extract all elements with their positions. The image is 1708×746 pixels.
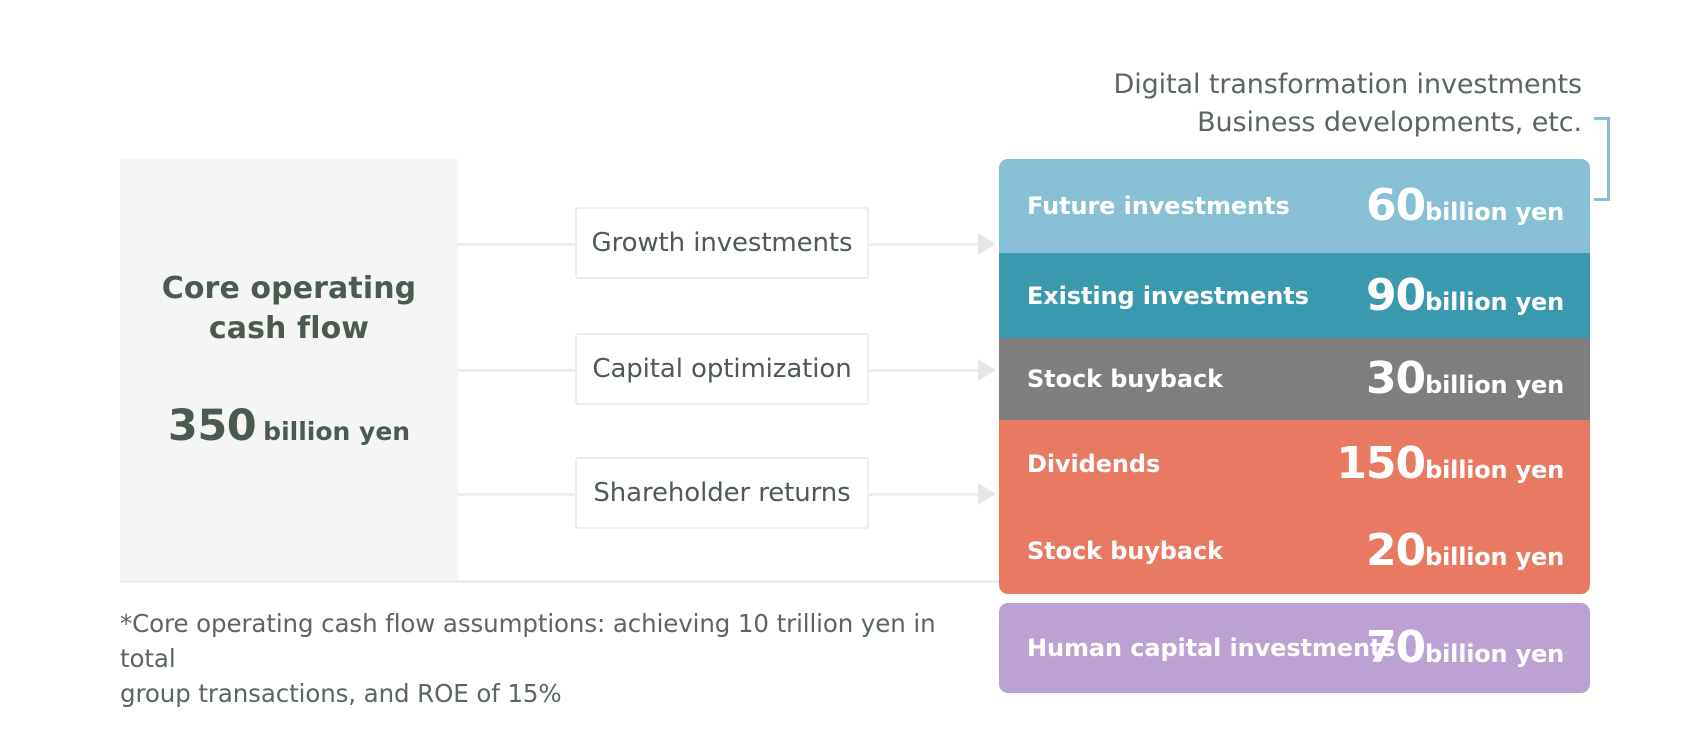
bar-stock-buyback-shareholder-value: 20 billion yen xyxy=(1365,524,1564,576)
middle-box-growth-investments-label: Growth investments xyxy=(591,228,853,258)
bar-existing-investments-label: Existing investments xyxy=(1027,281,1309,310)
core-cash-flow-amount-unit: billion yen xyxy=(263,416,411,446)
middle-box-capital-optimization-label: Capital optimization xyxy=(592,354,852,384)
footnote-line2: group transactions, and ROE of 15% xyxy=(120,678,562,708)
bar-stock-buyback-capital-label: Stock buyback xyxy=(1027,365,1223,393)
bar-stock-buyback-shareholder-number: 20 xyxy=(1365,524,1426,576)
bar-human-capital-investments-unit: billion yen xyxy=(1425,640,1564,668)
bar-future-investments-number: 60 xyxy=(1365,180,1426,231)
bar-human-capital-investments-value: 70 billion yen xyxy=(1366,626,1564,670)
bar-human-capital-investments-number: 70 xyxy=(1365,622,1426,673)
bar-future-investments-value: 60 billion yen xyxy=(1366,184,1564,228)
bar-dividends-unit: billion yen xyxy=(1425,455,1564,484)
connector-panel-to-growth xyxy=(458,243,578,246)
annotation-bracket-icon xyxy=(1594,117,1610,201)
bar-existing-investments-number: 90 xyxy=(1365,269,1426,321)
middle-box-shareholder-returns-label: Shareholder returns xyxy=(593,478,851,508)
connector-capital-to-bars xyxy=(869,369,984,372)
connector-panel-to-capital xyxy=(458,369,578,372)
bar-stock-buyback-capital-value: 30 billion yen xyxy=(1366,357,1564,401)
future-investments-annotation-line1: Digital transformation investments xyxy=(1113,69,1583,100)
future-investments-annotation: Digital transformation investments Busin… xyxy=(1114,66,1583,143)
bar-dividends[interactable]: Dividends 150 billion yen xyxy=(999,420,1590,507)
footnote: *Core operating cash flow assumptions: a… xyxy=(120,607,950,711)
bar-existing-investments[interactable]: Existing investments 90 billion yen xyxy=(999,253,1590,338)
future-investments-annotation-line2: Business developments, etc. xyxy=(1197,107,1582,139)
core-operating-cash-flow-panel: Core operating cash flow 350 billion yen xyxy=(120,159,458,579)
bar-stock-buyback-shareholder-label: Stock buyback xyxy=(1027,536,1223,565)
bar-existing-investments-value: 90 billion yen xyxy=(1365,269,1564,321)
bar-dividends-number: 150 xyxy=(1336,437,1426,489)
arrow-head-capital-icon xyxy=(978,359,996,381)
bar-stock-buyback-shareholder[interactable]: Stock buyback 20 billion yen xyxy=(999,507,1590,594)
bar-human-capital-investments[interactable]: Human capital investments 70 billion yen xyxy=(999,603,1590,693)
bar-group-human-capital: Human capital investments 70 billion yen xyxy=(999,603,1590,693)
bar-future-investments[interactable]: Future investments 60 billion yen xyxy=(999,159,1590,253)
core-cash-flow-title-line2: cash flow xyxy=(208,311,370,346)
connector-panel-to-shareholder xyxy=(458,493,578,496)
bar-dividends-label: Dividends xyxy=(1027,449,1161,478)
bar-human-capital-investments-label: Human capital investments xyxy=(1027,634,1396,662)
allocation-bar-stack: Future investments 60 billion yen Existin… xyxy=(999,159,1590,693)
core-cash-flow-title: Core operating cash flow xyxy=(162,269,417,349)
bar-stock-buyback-capital-number: 30 xyxy=(1365,353,1426,404)
arrow-head-growth-icon xyxy=(978,233,996,255)
bar-stock-buyback-capital-unit: billion yen xyxy=(1425,371,1564,399)
bar-dividends-value: 150 billion yen xyxy=(1336,437,1564,489)
bar-future-investments-label: Future investments xyxy=(1027,192,1290,220)
footnote-line1: *Core operating cash flow assumptions: a… xyxy=(120,609,936,673)
connector-shareholder-to-bars xyxy=(869,493,984,496)
bar-future-investments-unit: billion yen xyxy=(1425,198,1564,226)
bar-stock-buyback-capital[interactable]: Stock buyback 30 billion yen xyxy=(999,338,1590,420)
bar-existing-investments-unit: billion yen xyxy=(1425,287,1564,316)
bar-stock-buyback-shareholder-unit: billion yen xyxy=(1425,542,1564,571)
bar-group-investments-and-returns: Future investments 60 billion yen Existin… xyxy=(999,159,1590,594)
middle-box-growth-investments[interactable]: Growth investments xyxy=(575,207,869,279)
middle-box-shareholder-returns[interactable]: Shareholder returns xyxy=(575,457,869,529)
middle-box-capital-optimization[interactable]: Capital optimization xyxy=(575,333,869,405)
arrow-head-shareholder-icon xyxy=(978,483,996,505)
connector-panel-to-human-capital xyxy=(120,580,1000,583)
core-cash-flow-amount: 350 billion yen xyxy=(168,401,410,451)
connector-growth-to-bars xyxy=(869,243,984,246)
core-cash-flow-title-line1: Core operating xyxy=(161,271,417,307)
core-cash-flow-amount-number: 350 xyxy=(167,400,257,451)
